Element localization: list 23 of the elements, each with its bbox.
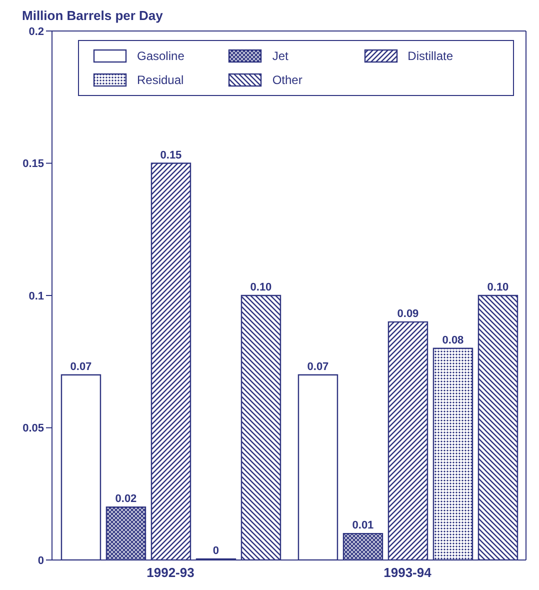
y-tick-label: 0.05 bbox=[22, 422, 44, 435]
x-tick-label: 1993-94 bbox=[384, 565, 432, 580]
x-tick-label: 1992-93 bbox=[146, 565, 194, 580]
data-label: 0.07 bbox=[307, 360, 329, 373]
legend-label: Jet bbox=[272, 49, 288, 63]
y-tick-label: 0.1 bbox=[28, 290, 44, 302]
data-label: 0.07 bbox=[70, 360, 92, 373]
legend-label: Distillate bbox=[408, 49, 454, 63]
legend-label: Residual bbox=[137, 73, 184, 87]
data-label: 0.02 bbox=[115, 493, 137, 506]
y-tick-label: 0.2 bbox=[28, 26, 44, 38]
data-label: 0.10 bbox=[250, 282, 272, 294]
data-label: 0 bbox=[212, 545, 220, 557]
data-label: 0.10 bbox=[487, 282, 509, 294]
y-tick-label: 0.15 bbox=[22, 158, 44, 170]
data-label: 0.15 bbox=[160, 149, 182, 162]
legend-label: Other bbox=[272, 73, 302, 87]
data-label: 0.09 bbox=[397, 308, 419, 320]
legend-label: Gasoline bbox=[137, 49, 184, 63]
y-tick-label: 0 bbox=[38, 554, 44, 567]
y-axis-title: Million Barrels per Day bbox=[22, 8, 163, 23]
data-label: 0.01 bbox=[352, 520, 374, 532]
data-label: 0.08 bbox=[442, 334, 464, 346]
